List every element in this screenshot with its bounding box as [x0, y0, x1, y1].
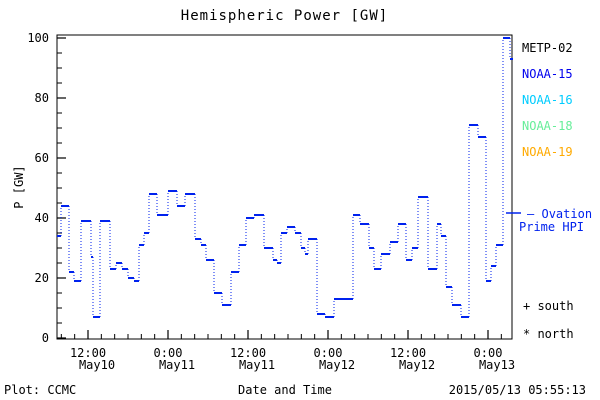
x-tick-date-label: May11: [159, 358, 195, 372]
legend-item-noaa-18: NOAA-18: [522, 119, 573, 133]
y-axis-label: P [GW]: [12, 165, 26, 209]
x-tick-date-label: May12: [399, 358, 435, 372]
legend-south-marker: + south: [523, 299, 574, 313]
legend-item-noaa-15: NOAA-15: [522, 67, 573, 81]
x-tick-time-label: 12:00: [70, 346, 106, 360]
y-tick-label: 40: [35, 211, 49, 225]
x-axis-label: Date and Time: [238, 383, 332, 397]
y-tick-label: 0: [42, 331, 49, 345]
x-tick-time-label: 0:00: [154, 346, 183, 360]
legend-model-line1: — Ovation: [527, 207, 593, 221]
chart-title: Hemispheric Power [GW]: [180, 8, 389, 24]
legend-model-line2: Prime HPI: [519, 220, 585, 234]
legend-north-marker: * north: [523, 327, 574, 341]
x-tick-time-label: 12:00: [390, 346, 426, 360]
plot-credit: Plot: CCMC: [4, 383, 77, 397]
x-tick-time-label: 12:00: [230, 346, 266, 360]
plot-timestamp: 2015/05/13 05:55:13: [448, 383, 586, 397]
y-tick-label: 60: [35, 151, 49, 165]
y-tick-label: 80: [35, 91, 49, 105]
x-tick-time-label: 0:00: [314, 346, 343, 360]
legend-item-noaa-19: NOAA-19: [522, 145, 573, 159]
y-tick-label: 20: [35, 271, 49, 285]
x-tick-date-label: May13: [479, 358, 515, 372]
legend-item-metp-02: METP-02: [522, 41, 573, 55]
y-tick-label: 100: [27, 31, 49, 45]
ovation-line-sample: —: [527, 207, 535, 221]
x-tick-date-label: May11: [239, 358, 275, 372]
x-tick-time-label: 0:00: [474, 346, 503, 360]
legend-item-noaa-16: NOAA-16: [522, 93, 573, 107]
plot-frame: [56, 34, 513, 340]
x-tick-date-label: May12: [319, 358, 355, 372]
x-tick-date-label: May10: [79, 358, 115, 372]
